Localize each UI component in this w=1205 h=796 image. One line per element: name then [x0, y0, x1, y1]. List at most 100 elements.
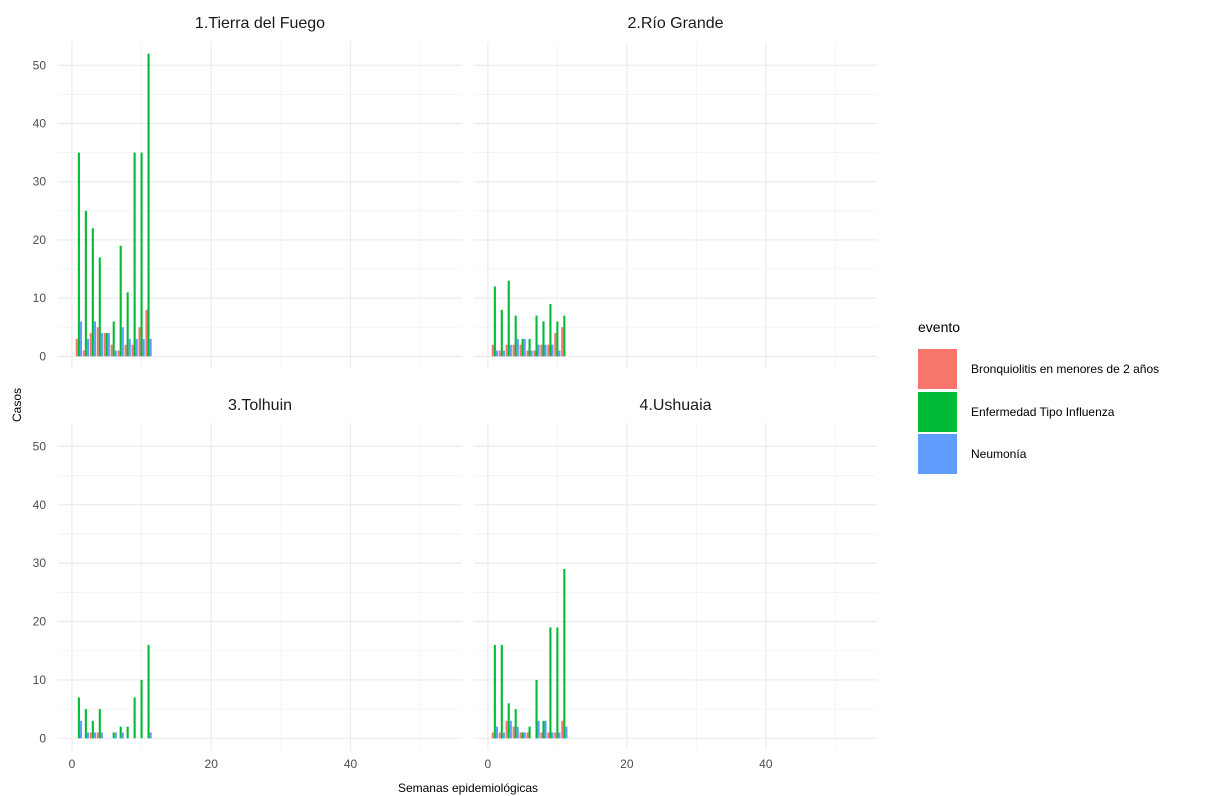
bar: [519, 732, 522, 739]
x-axis-title: Semanas epidemiológicas: [398, 781, 538, 795]
bar: [537, 344, 540, 357]
bar: [516, 338, 519, 357]
bar: [112, 732, 115, 739]
bar: [556, 627, 559, 739]
bar: [126, 726, 129, 739]
bar: [500, 644, 503, 739]
legend-key: [918, 434, 957, 474]
bar: [79, 720, 83, 739]
bar: [147, 53, 150, 357]
bar: [140, 679, 143, 739]
bar: [121, 327, 124, 357]
bar: [119, 245, 122, 357]
bar: [112, 321, 115, 357]
bar: [84, 210, 87, 357]
bar: [509, 344, 512, 357]
legend-item: Enfermedad Tipo Influenza: [918, 392, 1115, 432]
facet-panel-3: 3.Tolhuin 0 10 20 30 40 50 0 20 40: [33, 397, 462, 771]
bar: [140, 152, 143, 357]
y-tick-label: 50: [33, 58, 47, 72]
bar: [537, 720, 540, 739]
bar: [82, 350, 85, 357]
legend-label: Bronquiolitis en menores de 2 años: [971, 362, 1159, 376]
bar: [540, 344, 543, 357]
bar: [91, 228, 94, 357]
bar: [514, 709, 517, 739]
bar: [93, 732, 96, 739]
bar: [526, 732, 529, 739]
bar: [542, 321, 545, 357]
bar: [133, 697, 136, 739]
y-tick-label: 50: [33, 439, 47, 453]
y-tick-label: 30: [33, 556, 47, 570]
bar: [96, 732, 99, 739]
bar: [498, 732, 501, 739]
bar: [544, 720, 547, 739]
bar: [530, 350, 533, 357]
bar: [535, 315, 538, 357]
bar: [77, 697, 80, 739]
bar: [93, 321, 96, 357]
bar: [84, 709, 87, 739]
bar: [98, 709, 101, 739]
bar: [502, 732, 505, 739]
bar: [523, 338, 526, 357]
bar: [100, 732, 103, 739]
y-tick-label: 0: [39, 349, 46, 363]
bar: [563, 568, 566, 739]
bar: [540, 732, 543, 739]
bar: [105, 333, 108, 357]
legend-key: [918, 349, 957, 389]
bar: [495, 350, 498, 357]
bar: [514, 315, 517, 357]
bar: [75, 338, 78, 357]
bar: [512, 344, 515, 357]
y-tick-label: 20: [33, 233, 47, 247]
y-tick-label: 20: [33, 615, 47, 629]
bar: [558, 732, 561, 739]
bar: [533, 350, 536, 357]
bar: [561, 720, 564, 739]
bar: [558, 350, 561, 357]
bar: [544, 344, 547, 357]
bar: [89, 732, 92, 739]
x-tick-label: 0: [69, 757, 76, 771]
bar: [505, 720, 508, 739]
bar: [512, 726, 515, 739]
bar: [124, 344, 127, 357]
bar: [133, 152, 136, 357]
bar: [147, 644, 150, 739]
bar: [131, 344, 134, 357]
bar: [114, 732, 117, 739]
x-tick-label: 20: [205, 757, 219, 771]
bar: [500, 309, 503, 357]
bar: [493, 286, 496, 357]
facet-title: 3.Tolhuin: [228, 397, 292, 414]
bar: [107, 333, 110, 357]
bar: [519, 344, 522, 357]
legend-key: [918, 392, 957, 432]
bar: [100, 333, 103, 357]
bar: [535, 679, 538, 739]
bar: [498, 350, 501, 357]
bar: [507, 703, 510, 739]
bar: [86, 732, 89, 739]
bar: [91, 720, 94, 739]
x-tick-label: 40: [344, 757, 358, 771]
bar: [521, 732, 524, 739]
facet-title: 1.Tierra del Fuego: [195, 15, 325, 32]
bar: [502, 350, 505, 357]
bar: [491, 732, 494, 739]
bar: [119, 726, 122, 739]
bar: [554, 732, 557, 739]
bar: [110, 344, 113, 357]
y-tick-label: 30: [33, 175, 47, 189]
bar: [126, 292, 129, 357]
bar: [145, 309, 148, 357]
bar: [509, 720, 512, 739]
bar: [103, 333, 106, 357]
bar: [547, 732, 550, 739]
bar: [96, 327, 99, 357]
legend-label: Enfermedad Tipo Influenza: [971, 405, 1115, 419]
bar: [495, 726, 498, 739]
